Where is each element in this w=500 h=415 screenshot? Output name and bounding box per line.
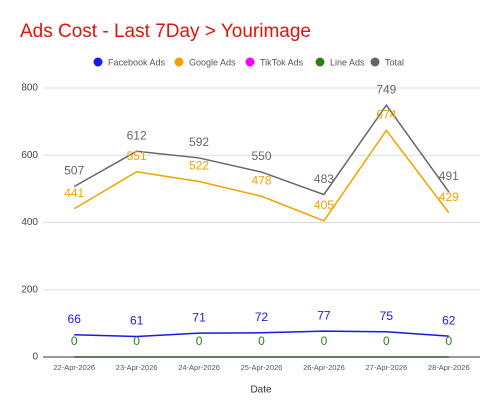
y-tick-label: 200 — [21, 284, 38, 295]
legend-label: Facebook Ads — [108, 57, 166, 67]
legend-label: Line Ads — [330, 57, 365, 67]
data-label: 0 — [258, 334, 265, 348]
series-line — [74, 330, 449, 338]
data-label: 0 — [133, 334, 140, 348]
data-label: 0 — [71, 334, 78, 348]
data-label: 483 — [314, 172, 334, 186]
data-label: 61 — [130, 314, 144, 328]
data-label: 71 — [192, 310, 206, 324]
data-label: 77 — [317, 308, 331, 322]
x-tick-label: 27-Apr-2026 — [366, 363, 408, 372]
data-label: 405 — [314, 198, 334, 212]
y-tick-label: 400 — [21, 217, 38, 228]
data-label: 612 — [127, 128, 147, 142]
x-axis-label: Date — [250, 385, 272, 396]
legend-marker — [245, 57, 255, 67]
y-tick-label: 0 — [32, 352, 38, 363]
legend-label: Google Ads — [189, 57, 236, 67]
series-line — [73, 129, 450, 222]
legend-marker — [93, 57, 103, 67]
legend-label: TikTok Ads — [260, 57, 304, 67]
data-label: 0 — [383, 334, 390, 348]
data-label: 522 — [189, 159, 209, 173]
legend-marker — [174, 57, 184, 67]
data-label: 550 — [251, 149, 271, 163]
x-tick-label: 22-Apr-2026 — [53, 363, 95, 372]
data-label: 674 — [376, 108, 396, 122]
data-label: 491 — [439, 169, 459, 183]
legend-marker — [315, 57, 325, 67]
x-tick-label: 25-Apr-2026 — [241, 363, 283, 372]
data-label: 66 — [68, 312, 82, 326]
data-label: 429 — [439, 190, 459, 204]
series-line — [73, 103, 450, 196]
x-tick-label: 23-Apr-2026 — [116, 363, 158, 372]
x-tick-label: 28-Apr-2026 — [428, 363, 470, 372]
data-label: 478 — [251, 173, 271, 187]
data-label: 507 — [64, 164, 84, 178]
y-tick-label: 600 — [21, 150, 38, 161]
chart-title: Ads Cost - Last 7Day > Yourimage — [20, 21, 311, 42]
data-label: 0 — [196, 334, 203, 348]
data-label: 0 — [321, 334, 328, 348]
data-label: 75 — [380, 309, 394, 323]
legend-marker — [370, 57, 380, 67]
data-label: 592 — [189, 135, 209, 149]
data-label: 62 — [442, 313, 456, 327]
y-tick-label: 800 — [21, 83, 38, 94]
x-tick-label: 26-Apr-2026 — [303, 363, 345, 372]
data-label: 551 — [127, 149, 147, 163]
data-label: 0 — [445, 334, 452, 348]
data-label: 72 — [255, 310, 269, 324]
legend-label: Total — [385, 57, 404, 67]
x-tick-label: 24-Apr-2026 — [178, 363, 220, 372]
data-label: 441 — [64, 186, 84, 200]
data-label: 749 — [376, 82, 396, 96]
